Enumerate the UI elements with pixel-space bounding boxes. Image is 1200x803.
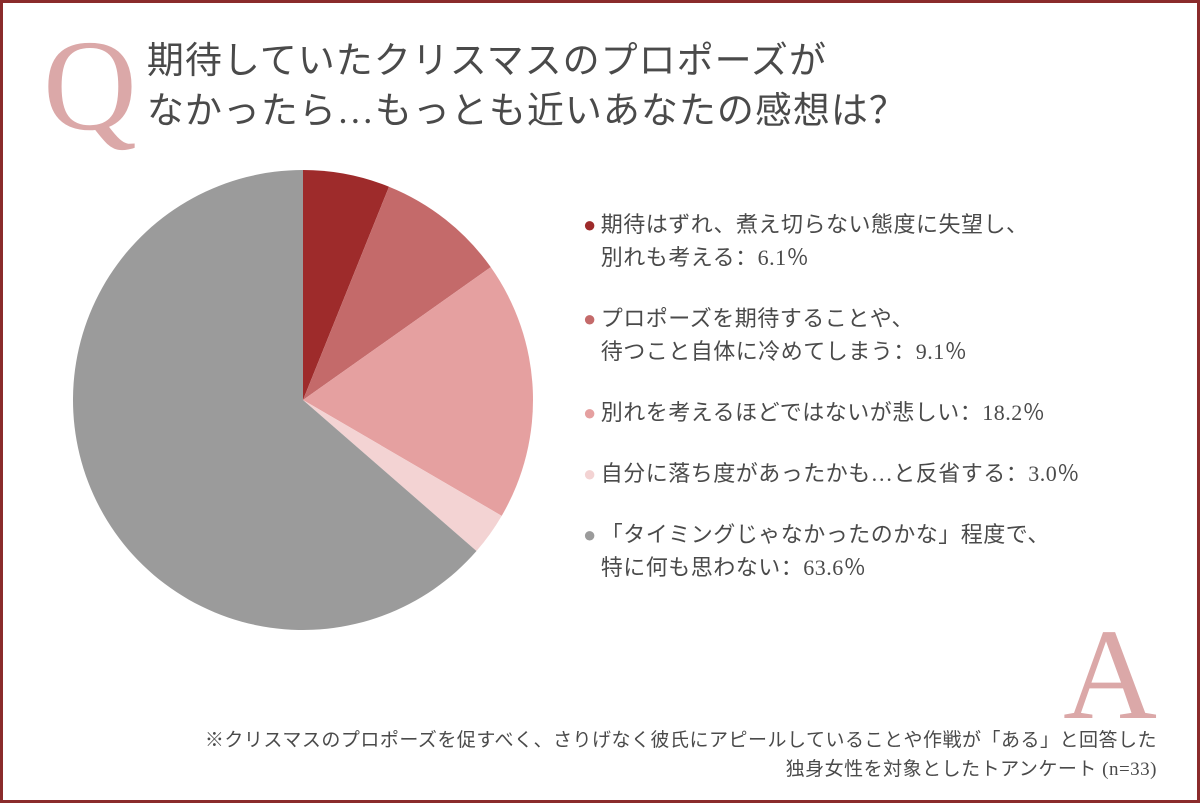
bullet-icon: ●: [583, 208, 597, 241]
a-icon: A: [1063, 620, 1157, 731]
infographic-frame: Q 期待していたクリスマスのプロポーズが なかったら…もっとも近いあなたの感想は…: [0, 0, 1200, 803]
q-icon: Q: [43, 31, 137, 142]
legend-text: 別れを考えるほどではないが悲しい：18.2％: [601, 396, 1157, 429]
pie-chart: [53, 150, 553, 650]
bullet-icon: ●: [583, 302, 597, 335]
header: Q 期待していたクリスマスのプロポーズが なかったら…もっとも近いあなたの感想は…: [43, 31, 1157, 142]
legend-item: ●別れを考えるほどではないが悲しい：18.2％: [583, 396, 1157, 429]
footnote: ※クリスマスのプロポーズを促すべく、さりげなく彼氏にアピールしていることや作戦が…: [205, 727, 1157, 784]
legend-item: ●自分に落ち度があったかも…と反省する：3.0％: [583, 457, 1157, 490]
legend-text: 自分に落ち度があったかも…と反省する：3.0％: [601, 457, 1157, 490]
legend-text: プロポーズを期待することや、待つこと自体に冷めてしまう：9.1％: [601, 302, 1157, 368]
content-row: ●期待はずれ、煮え切らない態度に失望し、別れも考える：6.1％●プロポーズを期待…: [43, 150, 1157, 650]
question-text: 期待していたクリスマスのプロポーズが なかったら…もっとも近いあなたの感想は？: [147, 31, 907, 137]
question-line-2: なかったら…もっとも近いあなたの感想は？: [147, 91, 907, 132]
legend-item: ●プロポーズを期待することや、待つこと自体に冷めてしまう：9.1％: [583, 302, 1157, 368]
legend-item: ●「タイミングじゃなかったのかな」程度で、特に何も思わない：63.6％: [583, 518, 1157, 584]
legend-item: ●期待はずれ、煮え切らない態度に失望し、別れも考える：6.1％: [583, 208, 1157, 274]
bullet-icon: ●: [583, 396, 597, 429]
footnote-line-2: 独身女性を対象としたトアンケート (n=33): [786, 759, 1157, 780]
legend: ●期待はずれ、煮え切らない態度に失望し、別れも考える：6.1％●プロポーズを期待…: [553, 188, 1157, 612]
legend-text: 「タイミングじゃなかったのかな」程度で、特に何も思わない：63.6％: [601, 518, 1157, 584]
legend-text: 期待はずれ、煮え切らない態度に失望し、別れも考える：6.1％: [601, 208, 1157, 274]
bullet-icon: ●: [583, 457, 597, 490]
bullet-icon: ●: [583, 518, 597, 551]
question-line-1: 期待していたクリスマスのプロポーズが: [147, 41, 827, 82]
footnote-line-1: ※クリスマスのプロポーズを促すべく、さりげなく彼氏にアピールしていることや作戦が…: [205, 730, 1157, 751]
